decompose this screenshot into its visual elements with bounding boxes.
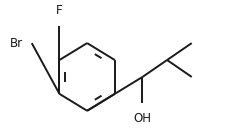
Text: Br: Br: [9, 37, 22, 50]
Text: F: F: [56, 4, 63, 17]
Text: OH: OH: [133, 112, 151, 125]
